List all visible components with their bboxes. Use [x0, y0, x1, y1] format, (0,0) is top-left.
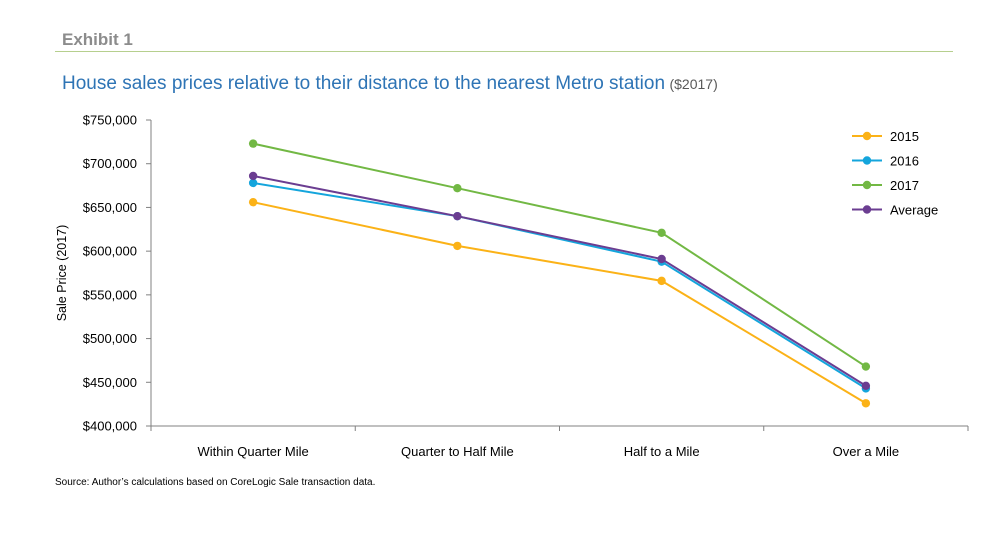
legend-item: 2016 — [852, 154, 919, 169]
y-tick-label: $700,000 — [83, 156, 137, 171]
series-line — [252, 174, 867, 387]
x-category-labels: Within Quarter Mile Quarter to Half Mile H… — [198, 444, 900, 459]
series-line — [252, 201, 867, 405]
exhibit-label: Exhibit 1 — [62, 30, 133, 49]
legend-label: 2015 — [890, 129, 919, 144]
data-point — [248, 178, 258, 188]
exhibit-divider — [55, 51, 953, 52]
y-tick-label: $500,000 — [83, 331, 137, 346]
legend-swatch-marker — [862, 131, 872, 141]
legend-label: 2017 — [890, 178, 919, 193]
data-point — [453, 241, 462, 251]
data-point — [248, 171, 258, 181]
series-2017 — [248, 139, 871, 371]
legend-item: 2015 — [852, 129, 919, 144]
series-average — [248, 171, 871, 390]
x-category-label: Quarter to Half Mile — [401, 444, 514, 459]
chart-title-main: House sales prices relative to their dis… — [62, 73, 666, 94]
y-tick-label: $450,000 — [83, 375, 137, 390]
legend-swatch-marker — [862, 156, 872, 165]
data-point — [657, 254, 666, 264]
data-point — [248, 197, 258, 207]
data-point — [861, 362, 871, 371]
chart-title: House sales prices relative to their dis… — [62, 73, 718, 95]
data-point — [453, 183, 462, 193]
y-axis-title: Sale Price (2017) — [55, 225, 69, 322]
data-point — [657, 276, 666, 286]
y-tick-label: $550,000 — [83, 287, 137, 302]
legend-swatch-marker — [862, 180, 872, 190]
series-2015 — [248, 197, 871, 408]
source-note: Source: Author’s calculations based on C… — [55, 477, 376, 488]
data-point — [861, 399, 871, 408]
x-category-label: Within Quarter Mile — [198, 444, 309, 459]
legend-label: Average — [890, 203, 938, 218]
series-line — [252, 142, 867, 368]
data-point — [248, 139, 258, 148]
x-category-label: Over a Mile — [833, 444, 899, 459]
series-line — [252, 181, 867, 390]
x-category-label: Half to a Mile — [624, 444, 700, 459]
legend: 2015 2016 2017 Average — [852, 129, 938, 218]
y-tick-labels: $400,000 $450,000 $500,000 $550,000 $600,000… — [83, 113, 137, 434]
series-lines — [248, 139, 871, 408]
data-point — [453, 211, 462, 221]
data-point — [657, 228, 666, 237]
y-tick-label: $400,000 — [83, 419, 137, 434]
legend-label: 2016 — [890, 154, 919, 169]
legend-item: 2017 — [852, 178, 919, 193]
legend-item: Average — [852, 203, 938, 218]
data-point — [861, 381, 871, 390]
axes: Sale Price (2017) — [55, 119, 969, 431]
y-tick-label: $650,000 — [83, 200, 137, 215]
y-tick-label: $750,000 — [83, 113, 137, 128]
legend-swatch-marker — [862, 205, 872, 214]
y-tick-label: $600,000 — [83, 244, 137, 259]
chart-title-units: ($2017) — [669, 76, 718, 92]
